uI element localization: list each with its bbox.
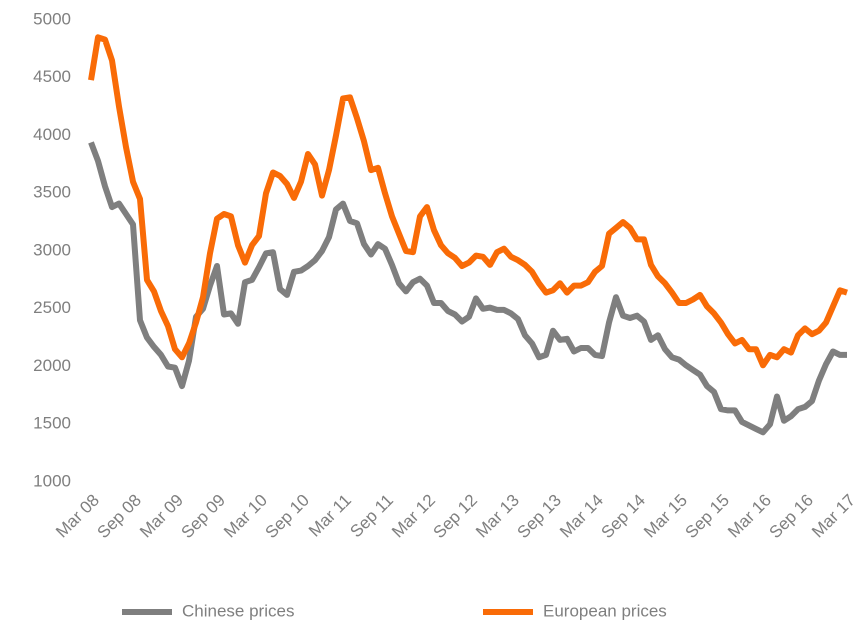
x-tick-label: Mar 13 <box>472 491 523 542</box>
y-tick-label: 4500 <box>33 67 71 86</box>
x-tick-label: Mar 12 <box>388 491 439 542</box>
x-tick-label: Mar 08 <box>52 491 103 542</box>
x-tick-label: Mar 10 <box>220 491 271 542</box>
x-tick-label: Sep 15 <box>681 491 733 543</box>
x-tick-label: Sep 14 <box>597 491 649 543</box>
x-tick-label: Sep 16 <box>765 491 817 543</box>
y-tick-label: 1500 <box>33 414 71 433</box>
x-tick-label: Sep 08 <box>93 491 145 543</box>
y-tick-label: 4000 <box>33 125 71 144</box>
x-tick-label: Sep 12 <box>429 491 481 543</box>
x-tick-label: Mar 17 <box>808 491 859 542</box>
x-tick-label: Sep 09 <box>177 491 229 543</box>
x-tick-label: Mar 14 <box>556 491 607 542</box>
y-tick-label: 3500 <box>33 183 71 202</box>
legend-label: Chinese prices <box>182 601 294 620</box>
y-tick-label: 2000 <box>33 356 71 375</box>
x-tick-label: Mar 09 <box>136 491 187 542</box>
line-series <box>88 34 848 369</box>
legend-label: European prices <box>543 601 667 620</box>
y-tick-label: 5000 <box>33 9 71 28</box>
line-series <box>88 141 847 436</box>
x-tick-label: Mar 16 <box>724 491 775 542</box>
x-tick-label: Mar 11 <box>305 491 355 541</box>
x-tick-label: Sep 10 <box>261 491 313 543</box>
y-tick-label: 2500 <box>33 298 71 317</box>
x-tick-label: Mar 15 <box>640 491 691 542</box>
x-tick-label: Sep 11 <box>346 491 397 542</box>
y-tick-label: 3000 <box>33 240 71 259</box>
y-tick-label: 1000 <box>33 471 71 490</box>
x-tick-label: Sep 13 <box>513 491 565 543</box>
